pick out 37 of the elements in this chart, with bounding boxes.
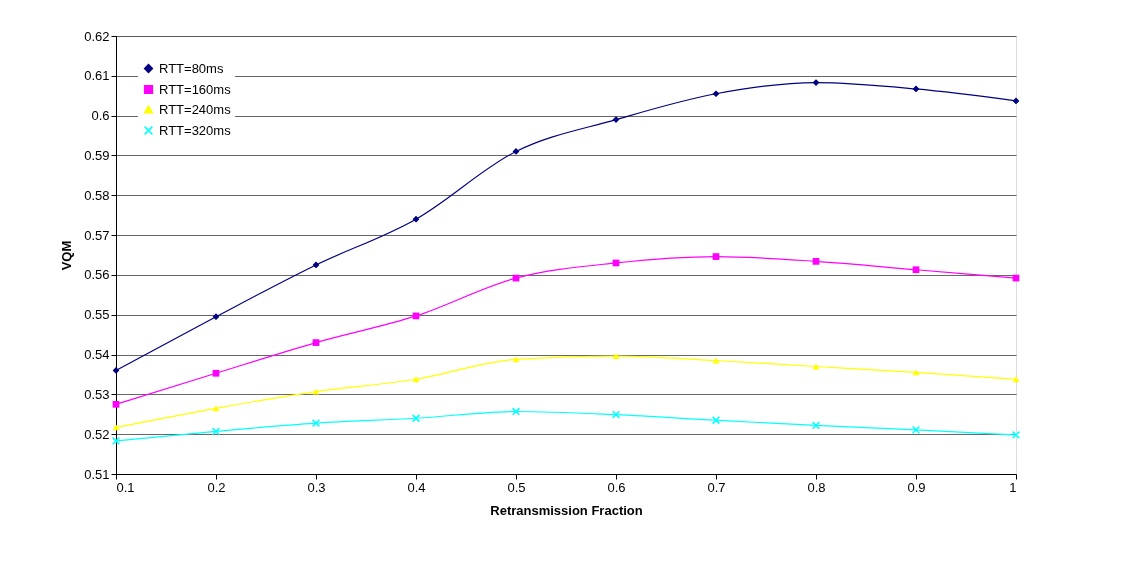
- y-tick-label: 0.52: [84, 426, 110, 442]
- y-tick-label: 0.53: [84, 386, 110, 402]
- y-tick-label: 0.51: [84, 466, 110, 482]
- point: [311, 418, 321, 428]
- point: [511, 407, 521, 416]
- legend-label: RTT=320ms: [159, 122, 232, 138]
- x-tick-label: 0.7: [707, 479, 726, 495]
- legend-label: RTT=240ms: [159, 101, 232, 117]
- x-tick-label: 0.8: [807, 479, 826, 495]
- x-tick-label: 0.6: [607, 479, 626, 495]
- point: [1011, 430, 1021, 440]
- y-tick-label: 0.54: [84, 347, 110, 363]
- point: [811, 421, 821, 430]
- x-axis-title: Retransmission Fraction: [490, 502, 643, 518]
- point: [611, 410, 621, 419]
- y-tick-label: 0.55: [84, 307, 110, 323]
- y-tick-label: 0.57: [84, 227, 110, 243]
- y-tick-label: 0.56: [84, 267, 110, 283]
- y-axis-title: VQM: [59, 240, 75, 271]
- y-tick-label: 0.6: [91, 108, 110, 124]
- point: [711, 416, 721, 425]
- x-tick-label: 0.1: [116, 479, 135, 495]
- legend-label: RTT=160ms: [159, 81, 232, 97]
- point: [211, 427, 221, 436]
- x-tick-label: 0.4: [407, 479, 426, 495]
- point: [411, 414, 421, 423]
- y-tick-label: 0.59: [84, 147, 110, 163]
- y-tick-label: 0.62: [84, 28, 110, 44]
- point: [911, 425, 921, 434]
- legend-label: RTT=80ms: [159, 60, 224, 76]
- y-tick-label: 0.58: [84, 187, 110, 203]
- x-tick-label: 0.3: [307, 479, 326, 495]
- y-tick-label: 0.61: [84, 68, 110, 84]
- x-tick-label: 0.2: [207, 479, 226, 495]
- x-tick-label: 0.5: [507, 479, 526, 495]
- x-tick-label: 0.9: [907, 479, 926, 495]
- x-tick-label: 1: [1009, 479, 1017, 495]
